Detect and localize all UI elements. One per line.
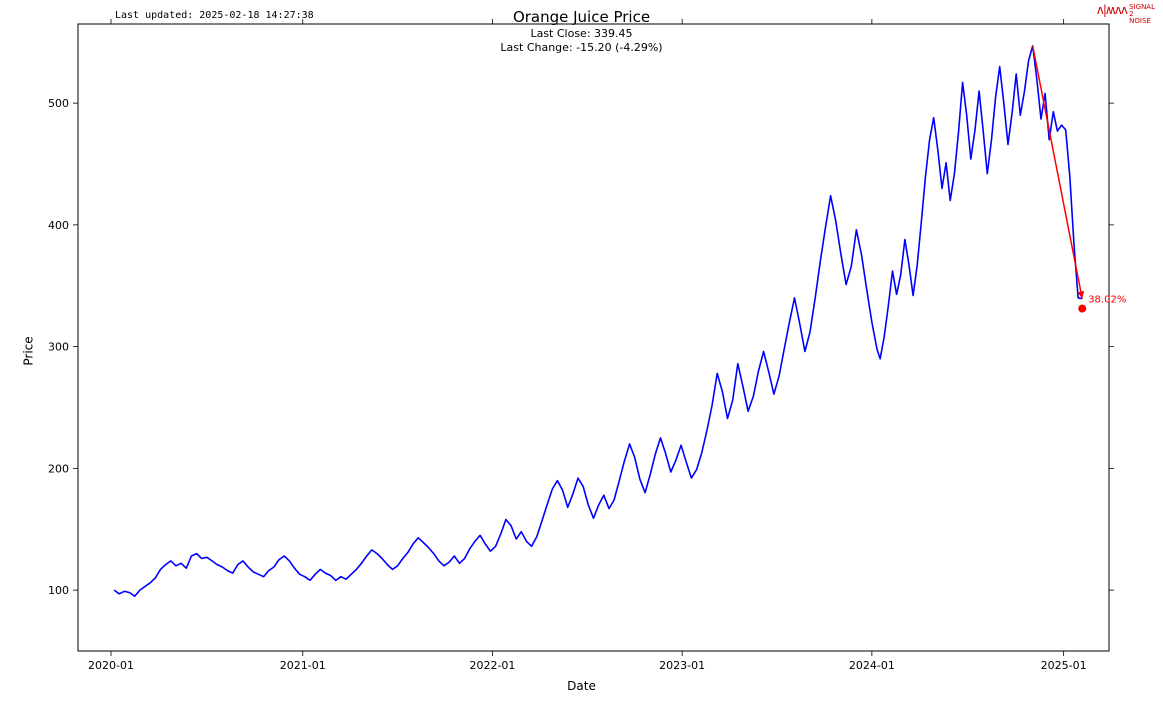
y-axis-label: Price	[22, 336, 36, 365]
svg-text:200: 200	[48, 462, 69, 475]
svg-text:2024-01: 2024-01	[849, 659, 895, 672]
svg-text:400: 400	[48, 219, 69, 232]
svg-text:2020-01: 2020-01	[88, 659, 134, 672]
x-axis-label: Date	[0, 679, 1163, 693]
chart-plot-svg: 100 200 300 400 500 2020-01 2021-01 2022-01 2023…	[0, 0, 1163, 701]
svg-text:2021-01: 2021-01	[280, 659, 326, 672]
svg-text:2022-01: 2022-01	[469, 659, 515, 672]
chart-container: Last updated: 2025-02-18 14:27:38 Orange…	[0, 0, 1163, 701]
svg-text:2023-01: 2023-01	[659, 659, 705, 672]
svg-text:500: 500	[48, 97, 69, 110]
svg-text:300: 300	[48, 341, 69, 354]
svg-text:100: 100	[48, 584, 69, 597]
svg-text:38.02%: 38.02%	[1088, 295, 1126, 306]
svg-text:2025-01: 2025-01	[1041, 659, 1087, 672]
